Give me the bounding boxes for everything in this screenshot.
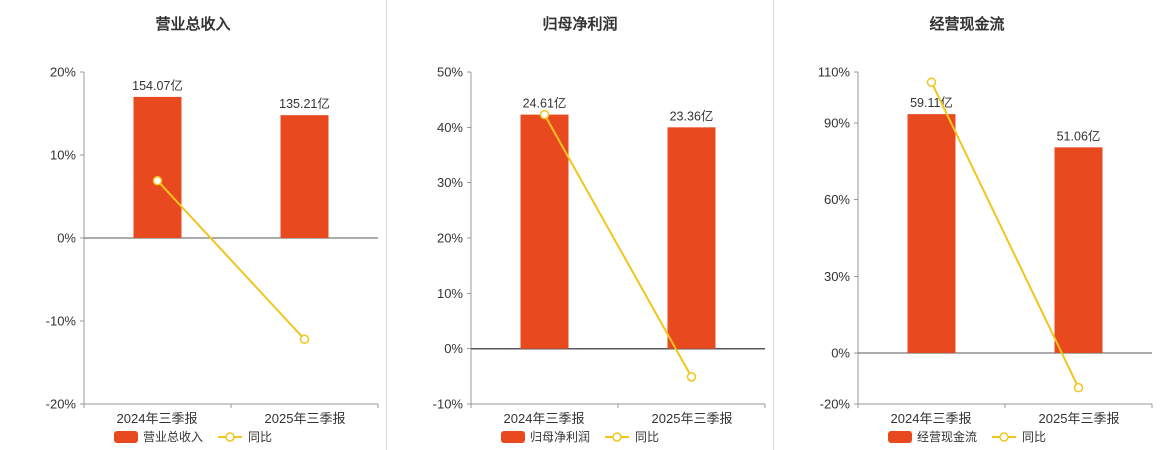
y-tick-label: 20% (50, 65, 76, 80)
y-tick-label: 0% (444, 341, 463, 356)
bar-legend-label: 归母净利润 (529, 430, 590, 444)
legend-item-line[interactable]: 同比 (217, 428, 272, 445)
y-tick-label: 10% (437, 286, 463, 301)
y-tick-label: 50% (437, 65, 463, 80)
yoy-line (930, 81, 1080, 389)
line-legend-label: 同比 (1022, 430, 1047, 444)
bar-2024年三季报 (907, 114, 956, 353)
y-tick-label: 40% (437, 120, 463, 135)
x-label-period-1: 2024年三季报 (503, 411, 585, 426)
x-label-period-2: 2025年三季报 (1038, 411, 1120, 426)
yoy-marker (686, 372, 697, 382)
x-label-period-1: 2024年三季报 (116, 411, 198, 426)
legend-item-line[interactable]: 同比 (991, 428, 1046, 445)
y-tick-label: 20% (437, 231, 463, 246)
bar-value-label: 154.07亿 (132, 78, 183, 93)
chart-title: 营业总收入 (155, 16, 231, 33)
y-tick-label: 110% (818, 65, 851, 80)
chart-title: 归母净利润 (542, 16, 618, 33)
chart-canvas: 20% 10% 0% -10% -20% 154.07亿 135.21亿 (46, 65, 379, 412)
chart-title: 经营现金流 (929, 16, 1005, 33)
bar-2024年三季报 (520, 114, 569, 349)
y-tick-label: -10% (433, 397, 464, 412)
bar-legend-swatch (500, 430, 525, 443)
y-tick-label: 90% (824, 116, 850, 131)
line-legend-icon (218, 431, 242, 442)
yoy-line (156, 180, 306, 340)
line-legend-icon (992, 431, 1016, 442)
line-legend-icon (605, 431, 629, 442)
x-label-period-1: 2024年三季报 (890, 411, 972, 426)
bar-value-label: 59.11亿 (910, 95, 953, 110)
y-tick-label: -20% (820, 397, 851, 412)
chart-panel-revenue: 营业总收入 20% 10% 0% -10% -20% 154.07亿 135.21亿 202… (0, 0, 386, 450)
bar-legend-swatch (113, 430, 138, 443)
chart-panel-operating-cash-flow: 经营现金流 110% 90% 60% 30% 0% -20% 59.11亿 51.06亿 20… (773, 0, 1160, 450)
x-label-period-2: 2025年三季报 (264, 411, 346, 426)
yoy-marker (1073, 382, 1084, 393)
y-tick-label: 60% (824, 192, 850, 207)
y-tick-label: -20% (46, 397, 77, 412)
chart-canvas: 110% 90% 60% 30% 0% -20% 59.11亿 51.06亿 (818, 65, 1153, 412)
legend: 营业总收入 同比 (0, 428, 386, 445)
chart-panel-net-profit: 归母净利润 50% 40% 30% 20% 10% 0% -10% 24.61亿 23.36亿 … (386, 0, 773, 450)
line-legend-label: 同比 (248, 430, 273, 444)
bar-value-label: 51.06亿 (1057, 128, 1101, 143)
bar-value-label: 24.61亿 (523, 96, 567, 111)
yoy-marker (299, 334, 310, 345)
line-legend-label: 同比 (635, 430, 660, 444)
y-tick-label: 30% (437, 175, 463, 190)
bar-value-label: 135.21亿 (279, 96, 330, 111)
bar-2025年三季报 (280, 115, 329, 238)
y-tick-label: -10% (46, 314, 77, 329)
legend-item-bar[interactable]: 营业总收入 (113, 428, 203, 445)
legend-item-line[interactable]: 同比 (604, 428, 659, 445)
bar-legend-label: 经营现金流 (916, 430, 977, 444)
legend-item-bar[interactable]: 归母净利润 (500, 428, 590, 445)
bar-legend-swatch (887, 430, 912, 443)
chart-canvas: 50% 40% 30% 20% 10% 0% -10% 24.61亿 23.36亿 (433, 65, 766, 412)
yoy-marker (926, 77, 937, 87)
bar-legend-label: 营业总收入 (142, 430, 203, 444)
yoy-marker (152, 175, 163, 186)
yoy-line (543, 114, 693, 378)
legend: 经营现金流 同比 (774, 428, 1160, 445)
bar-2025年三季报 (1054, 147, 1103, 353)
y-tick-label: 10% (50, 148, 76, 163)
y-tick-label: 0% (57, 231, 76, 246)
x-label-period-2: 2025年三季报 (651, 411, 733, 426)
y-tick-label: 0% (831, 345, 850, 360)
y-tick-label: 30% (824, 269, 850, 284)
bar-2024年三季报 (133, 96, 182, 239)
bar-value-label: 23.36亿 (670, 108, 714, 123)
legend: 归母净利润 同比 (387, 428, 773, 445)
legend-item-bar[interactable]: 经营现金流 (887, 428, 977, 445)
yoy-marker (539, 109, 550, 120)
bar-2025年三季报 (667, 127, 716, 349)
